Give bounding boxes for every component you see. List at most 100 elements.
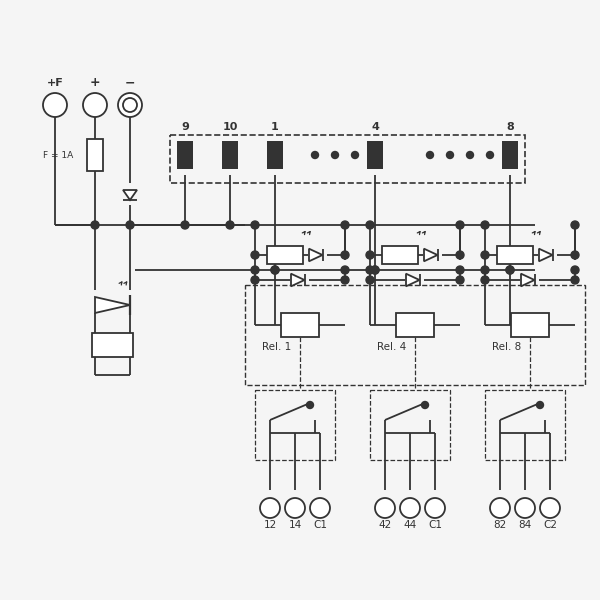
Circle shape: [371, 266, 379, 274]
Circle shape: [331, 151, 338, 158]
Bar: [497, 246, 533, 264]
Bar: [170, 135, 525, 183]
Circle shape: [456, 221, 464, 229]
Circle shape: [371, 266, 379, 274]
Circle shape: [571, 221, 579, 229]
Circle shape: [540, 498, 560, 518]
Circle shape: [366, 276, 374, 284]
Circle shape: [43, 93, 67, 117]
Circle shape: [181, 221, 189, 229]
Polygon shape: [424, 248, 437, 262]
Text: 42: 42: [379, 520, 392, 530]
Text: 4: 4: [371, 122, 379, 132]
Circle shape: [456, 251, 464, 259]
Text: C2: C2: [543, 520, 557, 530]
Bar: [87, 139, 103, 171]
Circle shape: [481, 221, 489, 229]
Text: 44: 44: [403, 520, 416, 530]
Bar: [382, 246, 418, 264]
Circle shape: [285, 498, 305, 518]
Circle shape: [311, 151, 319, 158]
Circle shape: [467, 151, 473, 158]
Bar: [281, 313, 319, 337]
Circle shape: [421, 401, 428, 409]
Circle shape: [366, 221, 374, 229]
Circle shape: [571, 266, 579, 274]
Text: 9: 9: [181, 122, 189, 132]
Text: Rel. 1: Rel. 1: [262, 342, 291, 352]
Text: Rel. 8: Rel. 8: [492, 342, 521, 352]
Circle shape: [271, 266, 279, 274]
Circle shape: [341, 266, 349, 274]
Circle shape: [506, 266, 514, 274]
Text: 14: 14: [289, 520, 302, 530]
Bar: [177, 141, 193, 169]
Circle shape: [366, 266, 374, 274]
Circle shape: [251, 276, 259, 284]
Circle shape: [481, 276, 489, 284]
Bar: [367, 141, 383, 169]
Bar: [92, 333, 133, 357]
Circle shape: [307, 401, 314, 409]
Circle shape: [481, 266, 489, 274]
Circle shape: [571, 251, 579, 259]
Polygon shape: [309, 248, 323, 262]
Polygon shape: [521, 274, 535, 286]
Polygon shape: [123, 190, 137, 200]
Text: C1: C1: [428, 520, 442, 530]
Circle shape: [251, 266, 259, 274]
Circle shape: [400, 498, 420, 518]
Circle shape: [515, 498, 535, 518]
Bar: [485, 390, 565, 460]
Text: C1: C1: [313, 520, 327, 530]
Circle shape: [83, 93, 107, 117]
Bar: [245, 285, 585, 385]
Circle shape: [506, 266, 514, 274]
Text: 1: 1: [271, 122, 279, 132]
Circle shape: [341, 276, 349, 284]
Circle shape: [341, 251, 349, 259]
Text: Rel. 4: Rel. 4: [377, 342, 406, 352]
Circle shape: [126, 221, 134, 229]
Text: 8: 8: [506, 122, 514, 132]
Polygon shape: [539, 248, 553, 262]
Circle shape: [481, 251, 489, 259]
Circle shape: [375, 498, 395, 518]
Bar: [511, 313, 549, 337]
Text: 84: 84: [518, 520, 532, 530]
Text: 10: 10: [223, 122, 238, 132]
Circle shape: [118, 93, 142, 117]
Text: +: +: [89, 76, 100, 89]
Bar: [222, 141, 238, 169]
Bar: [267, 141, 283, 169]
Circle shape: [487, 151, 493, 158]
Circle shape: [251, 221, 259, 229]
Circle shape: [456, 276, 464, 284]
Circle shape: [91, 221, 99, 229]
Bar: [255, 390, 335, 460]
Circle shape: [226, 221, 234, 229]
Bar: [370, 390, 450, 460]
Text: +F: +F: [47, 78, 64, 88]
Circle shape: [446, 151, 454, 158]
Bar: [267, 246, 303, 264]
Circle shape: [352, 151, 359, 158]
Circle shape: [123, 98, 137, 112]
Bar: [396, 313, 434, 337]
Circle shape: [536, 401, 544, 409]
Text: 82: 82: [493, 520, 506, 530]
Circle shape: [456, 266, 464, 274]
Text: −: −: [125, 76, 135, 89]
Circle shape: [251, 251, 259, 259]
Circle shape: [425, 498, 445, 518]
Text: 12: 12: [263, 520, 277, 530]
Circle shape: [427, 151, 433, 158]
Circle shape: [571, 276, 579, 284]
Circle shape: [341, 221, 349, 229]
Polygon shape: [406, 274, 419, 286]
Circle shape: [310, 498, 330, 518]
Circle shape: [271, 266, 279, 274]
Circle shape: [490, 498, 510, 518]
Circle shape: [260, 498, 280, 518]
Polygon shape: [291, 274, 305, 286]
